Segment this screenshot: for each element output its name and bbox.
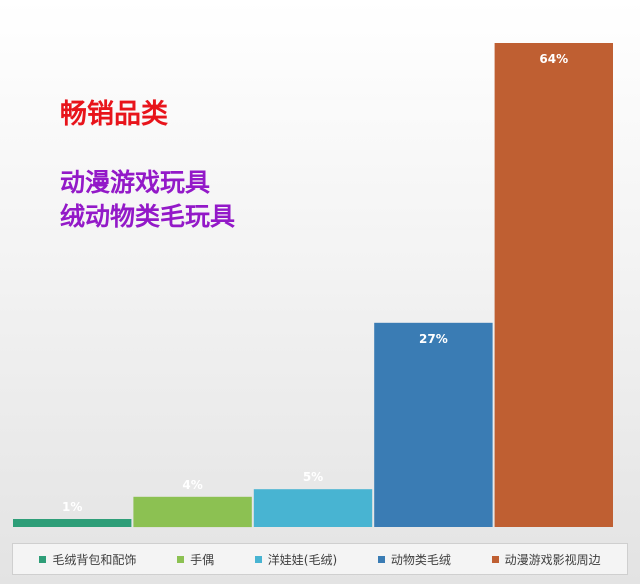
legend-label-3: 洋娃娃(毛绒): [267, 552, 338, 567]
legend-label-5: 动漫游戏影视周边: [504, 552, 601, 567]
legend-item-5: 动漫游戏影视周边: [491, 551, 601, 568]
data-label-2: 4%: [182, 478, 202, 492]
legend-item-2: 手偶: [177, 551, 214, 568]
legend-swatch-2: [177, 555, 185, 563]
bar-1: [13, 519, 132, 527]
sub-line-2: 绒动物类毛玩具: [60, 202, 236, 231]
legend-swatch-1: [39, 555, 47, 563]
legend-label-2: 手偶: [190, 552, 215, 567]
legend-swatch-4: [377, 555, 385, 563]
bar-3: [253, 489, 373, 527]
legend-swatch-3: [254, 555, 262, 563]
legend-swatch-5: [491, 555, 499, 563]
legend-item-1: 毛绒背包和配饰: [39, 551, 136, 568]
legend-label-4: 动物类毛绒: [390, 552, 451, 567]
bar-5: [494, 43, 613, 527]
legend-label-1: 毛绒背包和配饰: [52, 552, 137, 567]
data-label-3: 5%: [303, 470, 323, 484]
data-label-5: 64%: [539, 52, 568, 66]
headline: 畅销品类: [60, 99, 168, 130]
sub-line-1: 动漫游戏玩具: [60, 168, 211, 197]
bar-2: [133, 496, 252, 528]
legend-item-3: 洋娃娃(毛绒): [254, 551, 338, 568]
bar-4: [374, 322, 493, 527]
chart-legend: 毛绒背包和配饰 手偶 洋娃娃(毛绒) 动物类毛绒 动漫游戏影视周边: [12, 543, 628, 575]
legend-item-4: 动物类毛绒: [377, 551, 451, 568]
data-label-1: 1%: [62, 500, 82, 514]
data-label-4: 27%: [419, 332, 448, 346]
